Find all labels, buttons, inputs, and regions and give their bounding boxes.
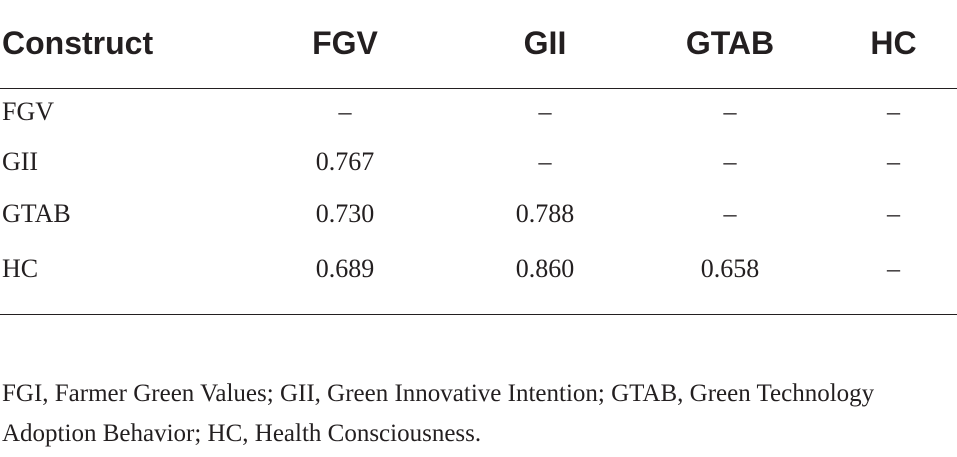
table-cell: 0.689 — [315, 254, 375, 283]
table-cell: 0.860 — [515, 254, 575, 283]
header-fgv: FGV — [230, 0, 460, 89]
table-cell: – — [887, 254, 900, 283]
table-row: FGV – – – – — [0, 88, 957, 136]
table-cell: – — [723, 147, 737, 176]
table-cell: 0.730 — [315, 199, 375, 228]
table-cell: 0.788 — [515, 199, 575, 228]
header-construct: Construct — [0, 0, 230, 89]
table-cell: – — [723, 199, 737, 228]
header-hc: HC — [830, 0, 957, 89]
header-row: Construct FGV GII GTAB HC — [0, 0, 957, 89]
table-cell: – — [538, 147, 552, 176]
table-row: GTAB 0.730 0.788 – – — [0, 188, 957, 240]
header-gii: GII — [460, 0, 630, 89]
table-bottom-rule — [0, 314, 957, 315]
table-cell: – — [887, 147, 900, 176]
table-row: HC 0.689 0.860 0.658 – — [0, 240, 957, 298]
htmt-table-container: Construct FGV GII GTAB HC FGV – – – – GI… — [0, 0, 957, 298]
row-label: FGV — [2, 97, 55, 127]
header-gtab: GTAB — [630, 0, 830, 89]
table-cell: 0.658 — [700, 254, 760, 283]
row-label: GII — [2, 147, 39, 176]
row-label: GTAB — [2, 199, 71, 228]
table-row: GII 0.767 – – – — [0, 136, 957, 188]
discriminant-validity-table: Construct FGV GII GTAB HC FGV – – – – GI… — [0, 0, 957, 298]
table-cell: 0.767 — [315, 147, 375, 176]
table-cell: – — [887, 97, 900, 127]
row-label: HC — [2, 254, 39, 283]
table-footnote: FGI, Farmer Green Values; GII, Green Inn… — [2, 380, 875, 447]
table-cell: – — [723, 97, 737, 127]
table-cell: – — [538, 97, 552, 127]
table-cell: – — [887, 199, 900, 228]
table-cell: – — [338, 97, 352, 127]
